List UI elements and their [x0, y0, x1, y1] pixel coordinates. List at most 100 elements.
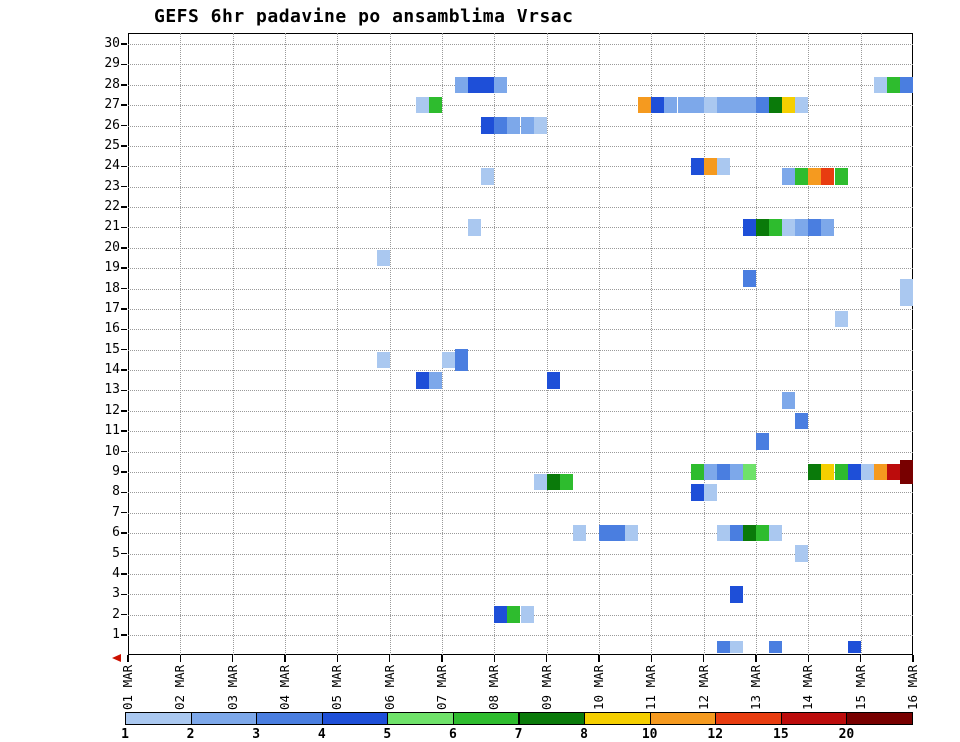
legend-tick-label: 20	[838, 727, 855, 742]
x-axis-date-label: 06 MAR	[381, 664, 397, 710]
x-axis-tick	[912, 655, 914, 662]
y-axis-label: 29	[104, 56, 120, 72]
legend-color-segment	[649, 712, 717, 725]
y-axis-tick	[121, 287, 127, 290]
y-axis-tick	[121, 471, 127, 473]
legend-tick-label: 5	[383, 727, 392, 742]
x-axis-date-label: 05 MAR	[329, 664, 345, 710]
legend-color-segment	[518, 712, 586, 725]
legend-color-segment	[190, 712, 258, 725]
h-gridline	[128, 594, 913, 596]
y-axis-tick	[121, 84, 127, 86]
precip-cell	[847, 641, 861, 654]
h-gridline	[128, 553, 913, 555]
y-axis-label: 13	[104, 382, 120, 398]
precip-cell	[494, 606, 508, 623]
precip-cell	[782, 219, 796, 236]
legend-tick-label: 7	[514, 727, 523, 742]
h-gridline	[128, 105, 913, 107]
precip-cell	[507, 606, 521, 623]
h-gridline	[128, 186, 913, 188]
legend-color-segment	[584, 712, 651, 725]
x-axis-date-label: 13 MAR	[748, 664, 763, 710]
h-gridline	[128, 145, 913, 147]
precip-cell	[873, 463, 887, 481]
precip-cell	[494, 76, 508, 93]
y-axis-tick	[121, 491, 127, 494]
precip-cell	[716, 463, 730, 481]
precip-cell	[442, 351, 456, 369]
v-gridline	[546, 33, 548, 655]
precip-cell	[507, 117, 521, 134]
y-axis-tick	[121, 63, 127, 66]
h-gridline	[128, 349, 913, 351]
precip-cell	[376, 249, 390, 267]
x-axis-tick	[755, 655, 757, 662]
legend-color-segment	[452, 712, 520, 725]
h-gridline	[128, 635, 913, 637]
legend-tick-label: 6	[448, 727, 457, 742]
precip-cell	[873, 76, 887, 93]
y-axis-label: 23	[104, 178, 120, 194]
precip-cell	[716, 641, 730, 654]
y-axis-label: 2	[112, 606, 120, 622]
precip-cell	[769, 641, 783, 654]
y-axis-label: 8	[112, 484, 120, 500]
precip-cell	[690, 96, 704, 114]
y-axis-tick	[121, 389, 127, 392]
y-axis-label: 14	[104, 362, 120, 378]
y-axis-tick	[121, 552, 127, 555]
precip-cell	[520, 606, 534, 623]
h-gridline	[128, 512, 913, 514]
precip-cell	[612, 524, 626, 542]
y-axis-label: 19	[104, 260, 120, 276]
y-axis-tick	[121, 104, 127, 106]
h-gridline	[128, 533, 913, 535]
y-axis-tick	[121, 593, 127, 595]
precip-cell	[494, 117, 508, 134]
y-axis-tick	[121, 247, 127, 249]
y-axis-label: 15	[104, 341, 120, 357]
y-axis-label: 11	[104, 423, 120, 439]
y-axis-label: 3	[112, 586, 120, 602]
y-axis-label: 12	[104, 402, 120, 418]
precip-cell	[742, 219, 756, 236]
h-gridline	[128, 207, 913, 209]
x-axis-date-label: 02 MAR	[172, 664, 188, 710]
precip-cell	[795, 219, 809, 236]
h-gridline	[128, 471, 913, 473]
precip-cell	[769, 219, 783, 236]
y-axis-label: 24	[104, 158, 120, 174]
precip-cell	[729, 641, 743, 654]
y-axis-label: 10	[104, 443, 120, 459]
x-axis-date-label: 14 MAR	[800, 664, 816, 710]
y-axis-label: 20	[104, 239, 120, 255]
precip-cell	[415, 96, 429, 114]
y-axis-tick	[121, 145, 127, 147]
x-axis-tick	[493, 655, 496, 662]
precip-cell	[690, 158, 704, 175]
precip-cell	[638, 96, 652, 114]
plot-frame	[128, 33, 913, 655]
legend-color-segment	[125, 712, 192, 725]
legend-color-segment	[715, 712, 782, 725]
precip-cell	[546, 473, 560, 491]
x-axis-date-label: 15 MAR	[852, 664, 868, 710]
y-axis-tick	[121, 369, 127, 371]
y-axis-label: 1	[112, 627, 120, 643]
y-axis-tick	[121, 206, 127, 208]
legend-tick-label: 8	[580, 727, 588, 742]
y-axis-tick	[121, 532, 127, 534]
x-axis-date-label: 09 MAR	[538, 664, 554, 710]
precip-cell	[481, 168, 495, 185]
precip-cell	[821, 219, 835, 236]
precip-cell	[899, 459, 913, 485]
precip-cell	[455, 349, 469, 371]
precip-cell	[455, 76, 469, 93]
h-gridline	[128, 288, 913, 290]
legend-tick-label: 3	[252, 727, 261, 742]
h-gridline	[128, 308, 913, 310]
legend-tick-label: 12	[707, 727, 724, 742]
y-axis-label: 22	[104, 199, 120, 215]
